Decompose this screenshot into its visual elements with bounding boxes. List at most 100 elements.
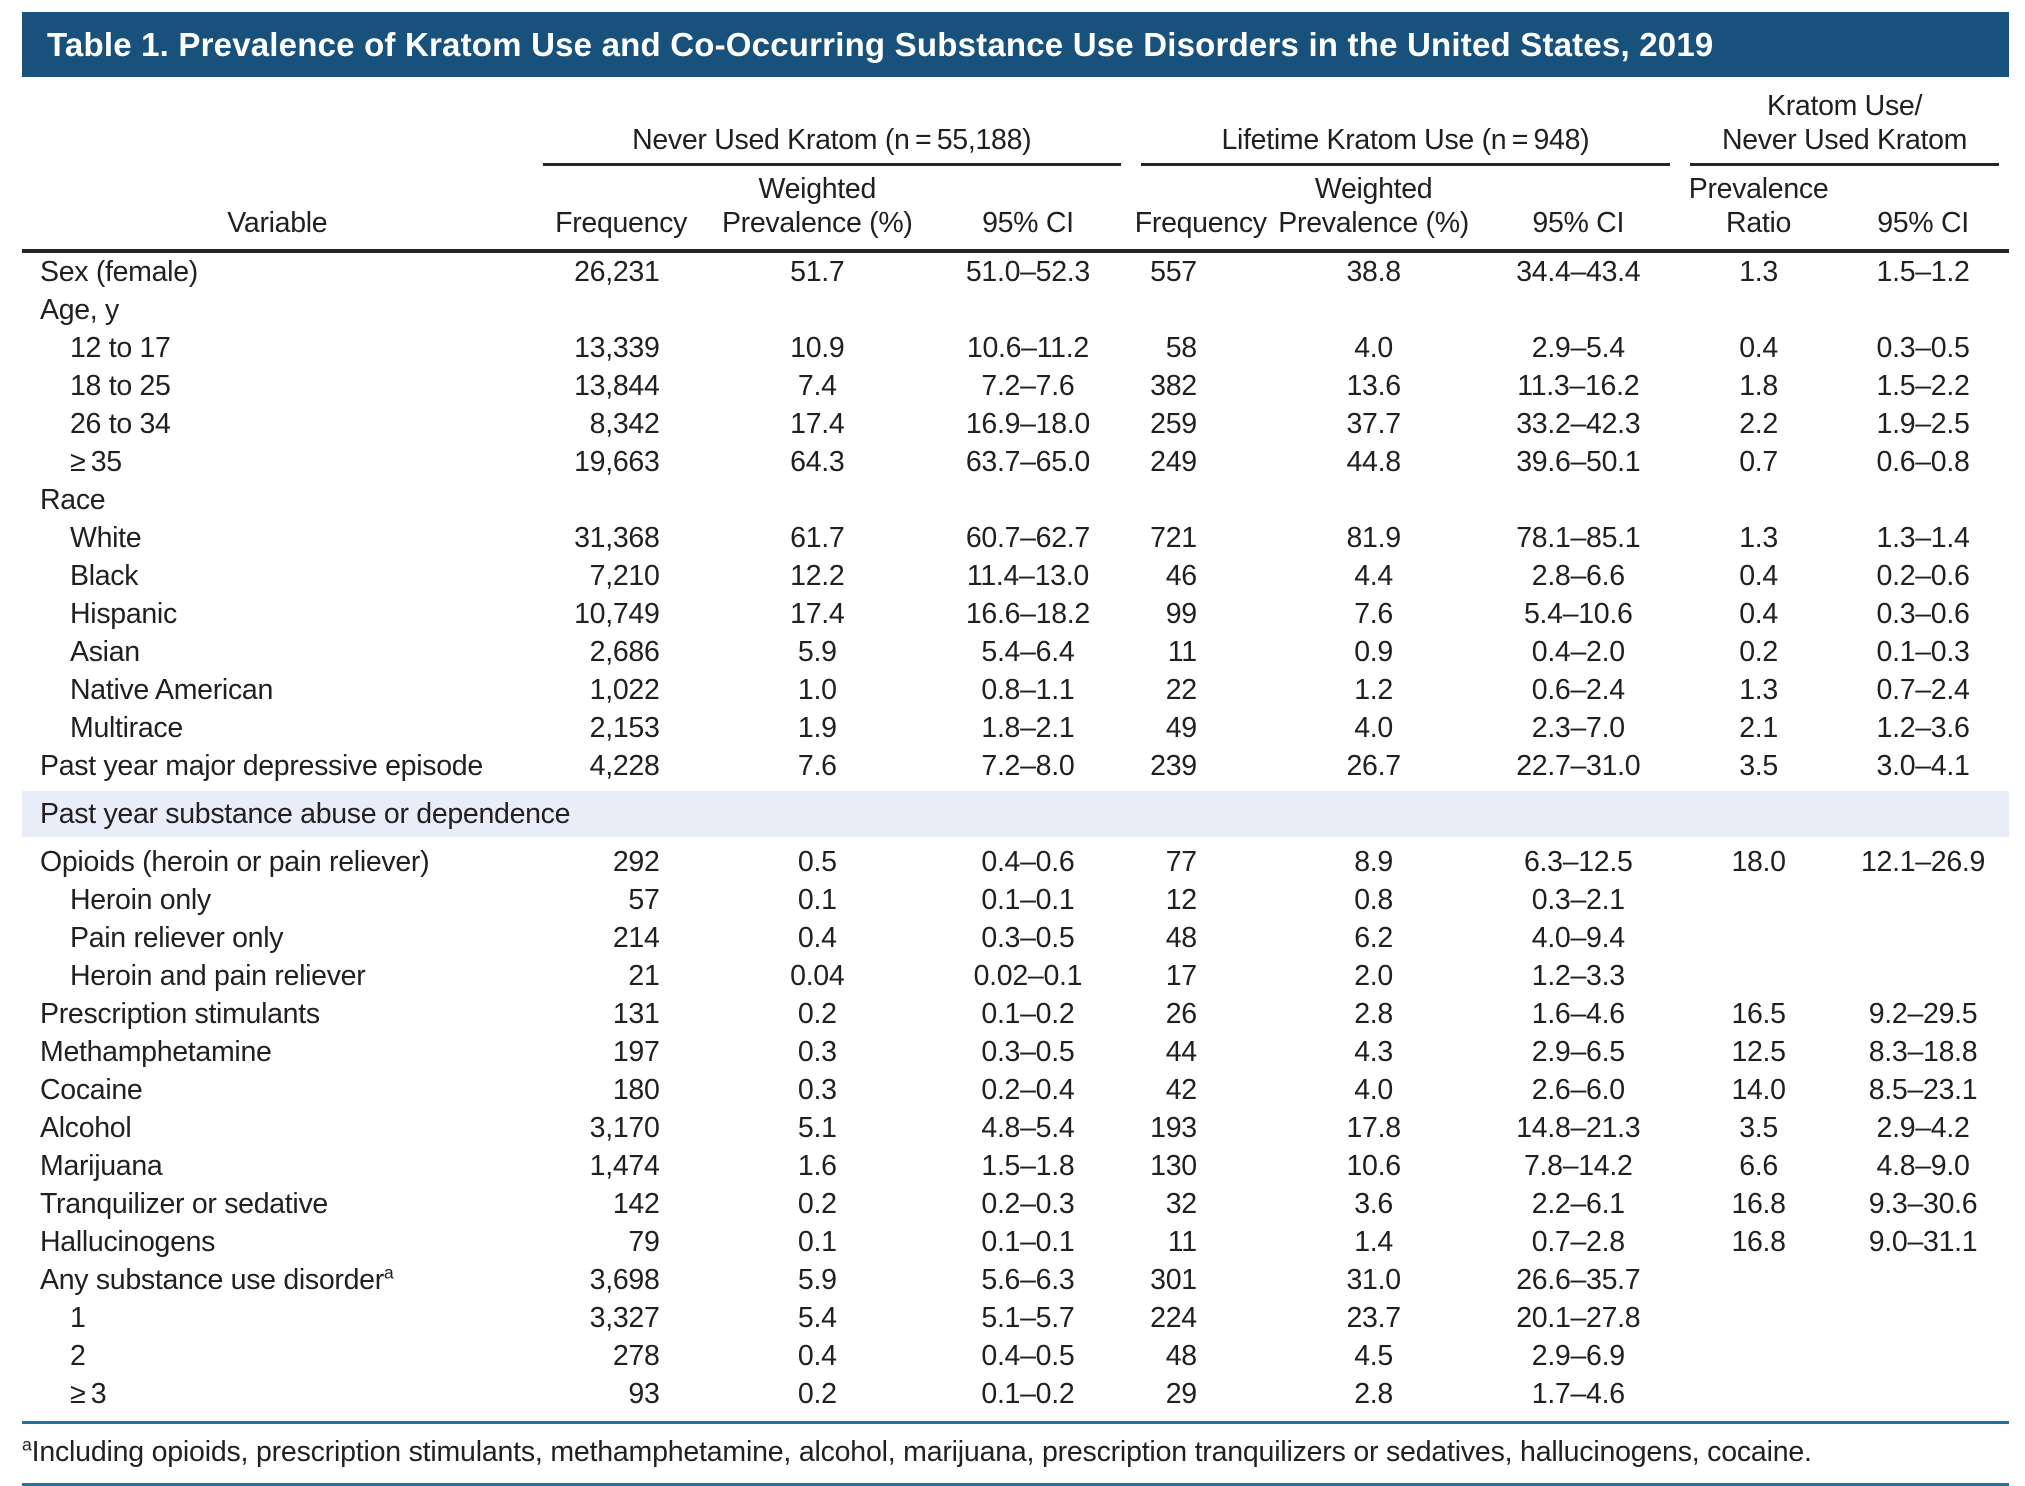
table-cell <box>1131 291 1271 329</box>
table-cell: 7.6 <box>1354 598 1393 631</box>
table-cell: 23.7 <box>1346 1302 1401 1335</box>
row-label: Tranquilizer or sedative <box>40 1188 328 1221</box>
row-label: Multirace <box>70 712 183 745</box>
table-cell: 4.8–5.4 <box>981 1112 1075 1145</box>
table-cell: 1.6–4.6 <box>1531 998 1625 1031</box>
table-cell: 5.9 <box>797 1264 837 1297</box>
table-cell: 1.8–2.1 <box>981 712 1075 745</box>
table-cell: 4,228 <box>589 750 660 783</box>
table-cell <box>533 291 710 329</box>
table-cell: 51.0–52.3 <box>965 256 1090 289</box>
row-label: Hallucinogens <box>40 1226 216 1259</box>
table-cell: 29 <box>1165 1378 1197 1411</box>
table-row: 18 to 25 13,844 7.4 7.2–7.6 382 13.6 11.3–16.2… <box>22 367 2009 405</box>
table-cell: 2.2 <box>1739 408 1778 441</box>
table-footnote: aIncluding opioids, prescription stimula… <box>22 1421 2009 1486</box>
table-cell: 1.0 <box>797 674 837 707</box>
table-cell: 16.6–18.2 <box>965 598 1090 631</box>
row-label: White <box>70 522 142 555</box>
table-cell: 78.1–85.1 <box>1516 522 1641 555</box>
table-cell: 0.2–0.6 <box>1876 560 1970 593</box>
table-cell: 14.0 <box>1731 1074 1786 1107</box>
row-label: Age, y <box>40 294 119 327</box>
table-cell: 0.1–0.2 <box>981 998 1075 1031</box>
table-cell: 2,686 <box>589 636 660 669</box>
table-cell: 5.6–6.3 <box>981 1264 1075 1297</box>
table-cell: 0.7–2.8 <box>1531 1226 1625 1259</box>
table-cell <box>1476 291 1680 329</box>
table-cell: 1,022 <box>589 674 660 707</box>
table-cell: 16.9–18.0 <box>965 408 1090 441</box>
table-cell: 16.5 <box>1731 998 1786 1031</box>
table-cell: 0.02–0.1 <box>973 960 1083 993</box>
table-cell: 130 <box>1150 1150 1197 1183</box>
table-cell: 1.6 <box>797 1150 837 1183</box>
row-label: Prescription stimulants <box>40 998 320 1031</box>
table-cell: 0.2 <box>797 1188 837 1221</box>
table-row: White 31,368 61.7 60.7–62.7 721 81.9 78.1–85.1… <box>22 519 2009 557</box>
group-label: Never Used Kratom (n = 55,188) <box>632 123 1032 156</box>
table-cell: 17 <box>1165 960 1197 993</box>
table-cell: 7.2–8.0 <box>981 750 1075 783</box>
table-row: ≥ 3 93 0.2 0.1–0.2 29 2.8 1.7–4.6 <box>22 1375 2009 1413</box>
section-header: Past year substance abuse or dependence <box>22 785 2009 844</box>
table-cell <box>1837 1299 2009 1337</box>
table-cell: 10.9 <box>790 332 845 365</box>
table-cell: 14.8–21.3 <box>1516 1112 1641 1145</box>
table-cell: 249 <box>1150 446 1197 479</box>
row-label: Methamphetamine <box>40 1036 272 1069</box>
table-cell: 1.9–2.5 <box>1876 408 1970 441</box>
table-cell: 0.6–0.8 <box>1876 446 1970 479</box>
row-label: Pain reliever only <box>70 922 284 955</box>
table-cell: 4.0 <box>1354 712 1393 745</box>
table-cell: 1.5–1.8 <box>981 1150 1075 1183</box>
table-cell: 301 <box>1150 1264 1197 1297</box>
table-cell: 17.4 <box>790 598 845 631</box>
table-cell <box>533 481 710 519</box>
table-row: Sex (female) 26,231 51.7 51.0–52.3 557 38.8 34… <box>22 251 2009 291</box>
table-cell: 0.8 <box>1354 884 1393 917</box>
table-cell: 9.3–30.6 <box>1868 1188 1978 1221</box>
col-header-ci-ratio: 95% CI <box>1837 166 2009 254</box>
table-cell: 8.3–18.8 <box>1868 1036 1978 1069</box>
table-row: Black 7,210 12.2 11.4–13.0 46 4.4 2.8–6.6 0.4 0.… <box>22 557 2009 595</box>
table-cell: 64.3 <box>790 446 845 479</box>
table-cell: 1.2–3.3 <box>1531 960 1625 993</box>
table-cell: 0.7–2.4 <box>1876 674 1970 707</box>
table-cell: 12.5 <box>1731 1036 1786 1069</box>
table-cell: 8.9 <box>1354 846 1393 879</box>
table-cell: 0.3 <box>797 1036 837 1069</box>
table-cell: 0.3–0.5 <box>981 922 1075 955</box>
table-cell: 12 <box>1165 884 1197 917</box>
table-cell: 4.4 <box>1354 560 1393 593</box>
table-cell: 0.3 <box>797 1074 837 1107</box>
table-cell: 1.4 <box>1354 1226 1393 1259</box>
table-cell <box>1680 481 1837 519</box>
table-cell: 44.8 <box>1346 446 1401 479</box>
table-cell: 5.1 <box>797 1112 837 1145</box>
table-cell: 19,663 <box>574 446 660 479</box>
table-row: Age, y <box>22 291 2009 329</box>
table-cell <box>1680 1375 1837 1413</box>
table-cell: 18.0 <box>1731 846 1786 879</box>
table-cell: 2.0 <box>1354 960 1393 993</box>
table-cell <box>1680 1299 1837 1337</box>
table-cell: 16.8 <box>1731 1188 1786 1221</box>
table-cell: 1,474 <box>589 1150 660 1183</box>
table-row: 2 278 0.4 0.4–0.5 48 4.5 2.9–6.9 <box>22 1337 2009 1375</box>
table-row: Pain reliever only 214 0.4 0.3–0.5 48 6.2 4.0–… <box>22 919 2009 957</box>
table-cell: 10.6–11.2 <box>966 332 1089 365</box>
table-row: Multirace 2,153 1.9 1.8–2.1 49 4.0 2.3–7.0 2.1 1… <box>22 709 2009 747</box>
group-header-spacer <box>22 87 533 166</box>
table-cell: 0.1–0.1 <box>981 1226 1075 1259</box>
table-cell: 4.5 <box>1354 1340 1393 1373</box>
table-cell: 22.7–31.0 <box>1516 750 1641 783</box>
table-cell: 0.2 <box>797 998 837 1031</box>
table-cell: 0.1 <box>797 884 837 917</box>
table-cell: 11.4–13.0 <box>966 560 1089 593</box>
col-header-frequency-lku: Frequency <box>1130 166 1271 254</box>
table-cell: 0.4–2.0 <box>1531 636 1625 669</box>
table-cell: 2.8–6.6 <box>1531 560 1625 593</box>
table-cell <box>1680 919 1837 957</box>
table-cell <box>1131 481 1271 519</box>
